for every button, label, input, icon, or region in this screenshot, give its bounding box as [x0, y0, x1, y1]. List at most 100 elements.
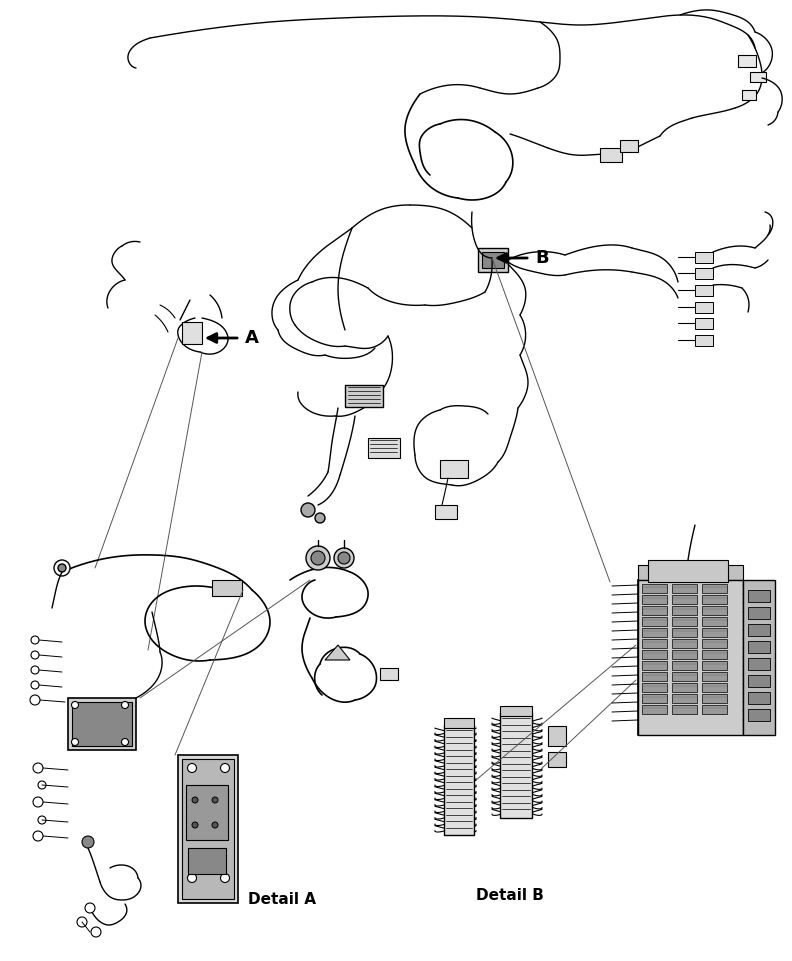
Circle shape	[77, 917, 87, 927]
Bar	[642, 683, 667, 692]
Bar	[500, 706, 532, 716]
Circle shape	[188, 874, 196, 882]
Circle shape	[33, 763, 43, 773]
Circle shape	[31, 636, 39, 644]
Bar	[435, 505, 457, 519]
Bar	[672, 650, 697, 659]
Bar	[748, 692, 770, 704]
Bar	[672, 595, 697, 604]
Bar	[748, 641, 770, 653]
Bar	[500, 713, 532, 818]
Bar	[702, 617, 727, 626]
Circle shape	[220, 763, 230, 773]
Bar	[672, 683, 697, 692]
Bar	[748, 675, 770, 687]
Bar	[642, 628, 667, 637]
Circle shape	[121, 702, 128, 708]
Bar	[702, 661, 727, 670]
Bar	[695, 335, 713, 346]
Bar	[182, 759, 234, 899]
Circle shape	[58, 564, 66, 572]
Bar	[444, 725, 474, 835]
Bar	[648, 560, 728, 582]
Circle shape	[338, 552, 350, 564]
Bar	[672, 672, 697, 681]
Bar	[548, 726, 566, 746]
Bar	[188, 848, 226, 874]
Bar	[702, 694, 727, 703]
Bar	[702, 672, 727, 681]
Circle shape	[38, 781, 46, 789]
Bar	[642, 661, 667, 670]
Bar	[672, 617, 697, 626]
Polygon shape	[638, 565, 743, 580]
Bar	[748, 709, 770, 721]
Bar	[72, 702, 132, 746]
Bar	[672, 705, 697, 714]
Circle shape	[91, 927, 101, 937]
Circle shape	[33, 797, 43, 807]
Bar	[186, 785, 228, 840]
Circle shape	[334, 548, 354, 568]
Bar	[695, 285, 713, 296]
Circle shape	[301, 503, 315, 517]
Bar	[620, 140, 638, 152]
Bar	[702, 650, 727, 659]
Circle shape	[31, 666, 39, 674]
Bar	[440, 460, 468, 478]
Bar	[748, 590, 770, 602]
Circle shape	[311, 551, 325, 565]
Circle shape	[220, 874, 230, 882]
Circle shape	[212, 797, 218, 803]
Bar	[672, 694, 697, 703]
Bar	[672, 661, 697, 670]
Bar	[182, 322, 202, 344]
Bar	[642, 694, 667, 703]
Circle shape	[82, 836, 94, 848]
Circle shape	[33, 831, 43, 841]
Bar	[638, 580, 743, 735]
Bar	[702, 705, 727, 714]
Bar	[702, 628, 727, 637]
Bar	[738, 55, 756, 67]
Bar	[750, 72, 766, 82]
Bar	[642, 617, 667, 626]
Bar	[748, 624, 770, 636]
Circle shape	[85, 903, 95, 913]
Bar	[672, 584, 697, 593]
Bar	[695, 268, 713, 279]
Circle shape	[31, 681, 39, 689]
Bar	[702, 584, 727, 593]
Bar	[642, 595, 667, 604]
Circle shape	[192, 822, 198, 828]
Polygon shape	[325, 645, 350, 660]
Bar	[642, 650, 667, 659]
Bar	[212, 580, 242, 596]
Circle shape	[212, 822, 218, 828]
Bar	[695, 318, 713, 329]
Bar	[702, 683, 727, 692]
Bar	[642, 639, 667, 648]
Bar	[368, 438, 400, 458]
Text: Detail B: Detail B	[476, 888, 544, 902]
Circle shape	[38, 816, 46, 824]
Bar	[672, 639, 697, 648]
Bar	[178, 755, 238, 903]
Circle shape	[30, 695, 40, 705]
Text: B: B	[535, 249, 549, 267]
Circle shape	[188, 763, 196, 773]
Bar	[638, 580, 743, 735]
Bar	[642, 705, 667, 714]
Bar	[642, 672, 667, 681]
Bar	[702, 595, 727, 604]
Circle shape	[315, 513, 325, 523]
Bar	[702, 606, 727, 615]
Bar	[548, 752, 566, 767]
Circle shape	[306, 546, 330, 570]
Bar	[642, 584, 667, 593]
Circle shape	[71, 702, 78, 708]
Bar	[482, 252, 504, 268]
Bar	[672, 606, 697, 615]
Circle shape	[121, 738, 128, 746]
Bar	[642, 606, 667, 615]
